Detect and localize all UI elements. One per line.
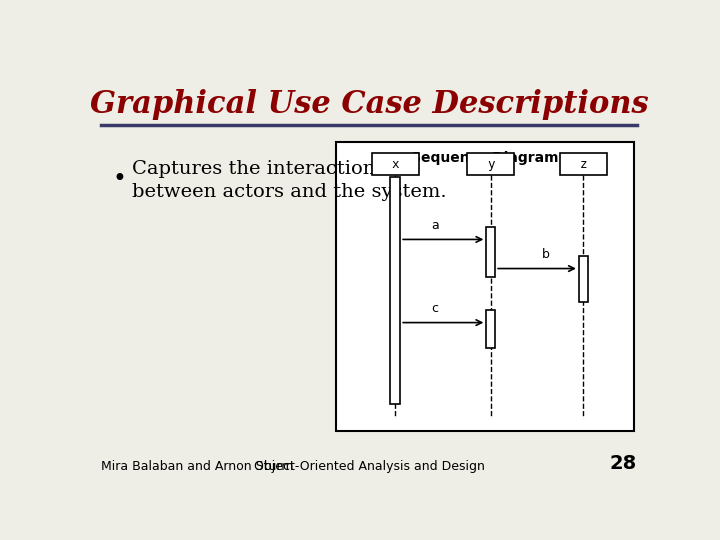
Text: a: a [431, 219, 438, 232]
Text: Sequence Diagram: Sequence Diagram [411, 151, 559, 165]
Bar [579, 256, 588, 302]
Text: •: • [112, 167, 126, 191]
Text: Captures the interactions: Captures the interactions [132, 160, 385, 178]
Bar [372, 153, 419, 175]
Bar [486, 227, 495, 277]
Bar [486, 310, 495, 348]
Text: x: x [392, 158, 399, 171]
Bar [559, 153, 607, 175]
Text: y: y [487, 158, 495, 171]
Text: Graphical Use Case Descriptions: Graphical Use Case Descriptions [90, 89, 648, 120]
Text: 28: 28 [610, 454, 637, 473]
Bar [467, 153, 515, 175]
Text: c: c [431, 302, 438, 315]
Bar [336, 141, 634, 431]
Text: between actors and the system.: between actors and the system. [132, 183, 446, 201]
Text: b: b [541, 248, 549, 261]
Text: Mira Balaban and Arnon Sturm: Mira Balaban and Arnon Sturm [101, 460, 294, 473]
Text: Object-Oriented Analysis and Design: Object-Oriented Analysis and Design [253, 460, 485, 473]
Text: z: z [580, 158, 587, 171]
Bar [390, 177, 400, 404]
